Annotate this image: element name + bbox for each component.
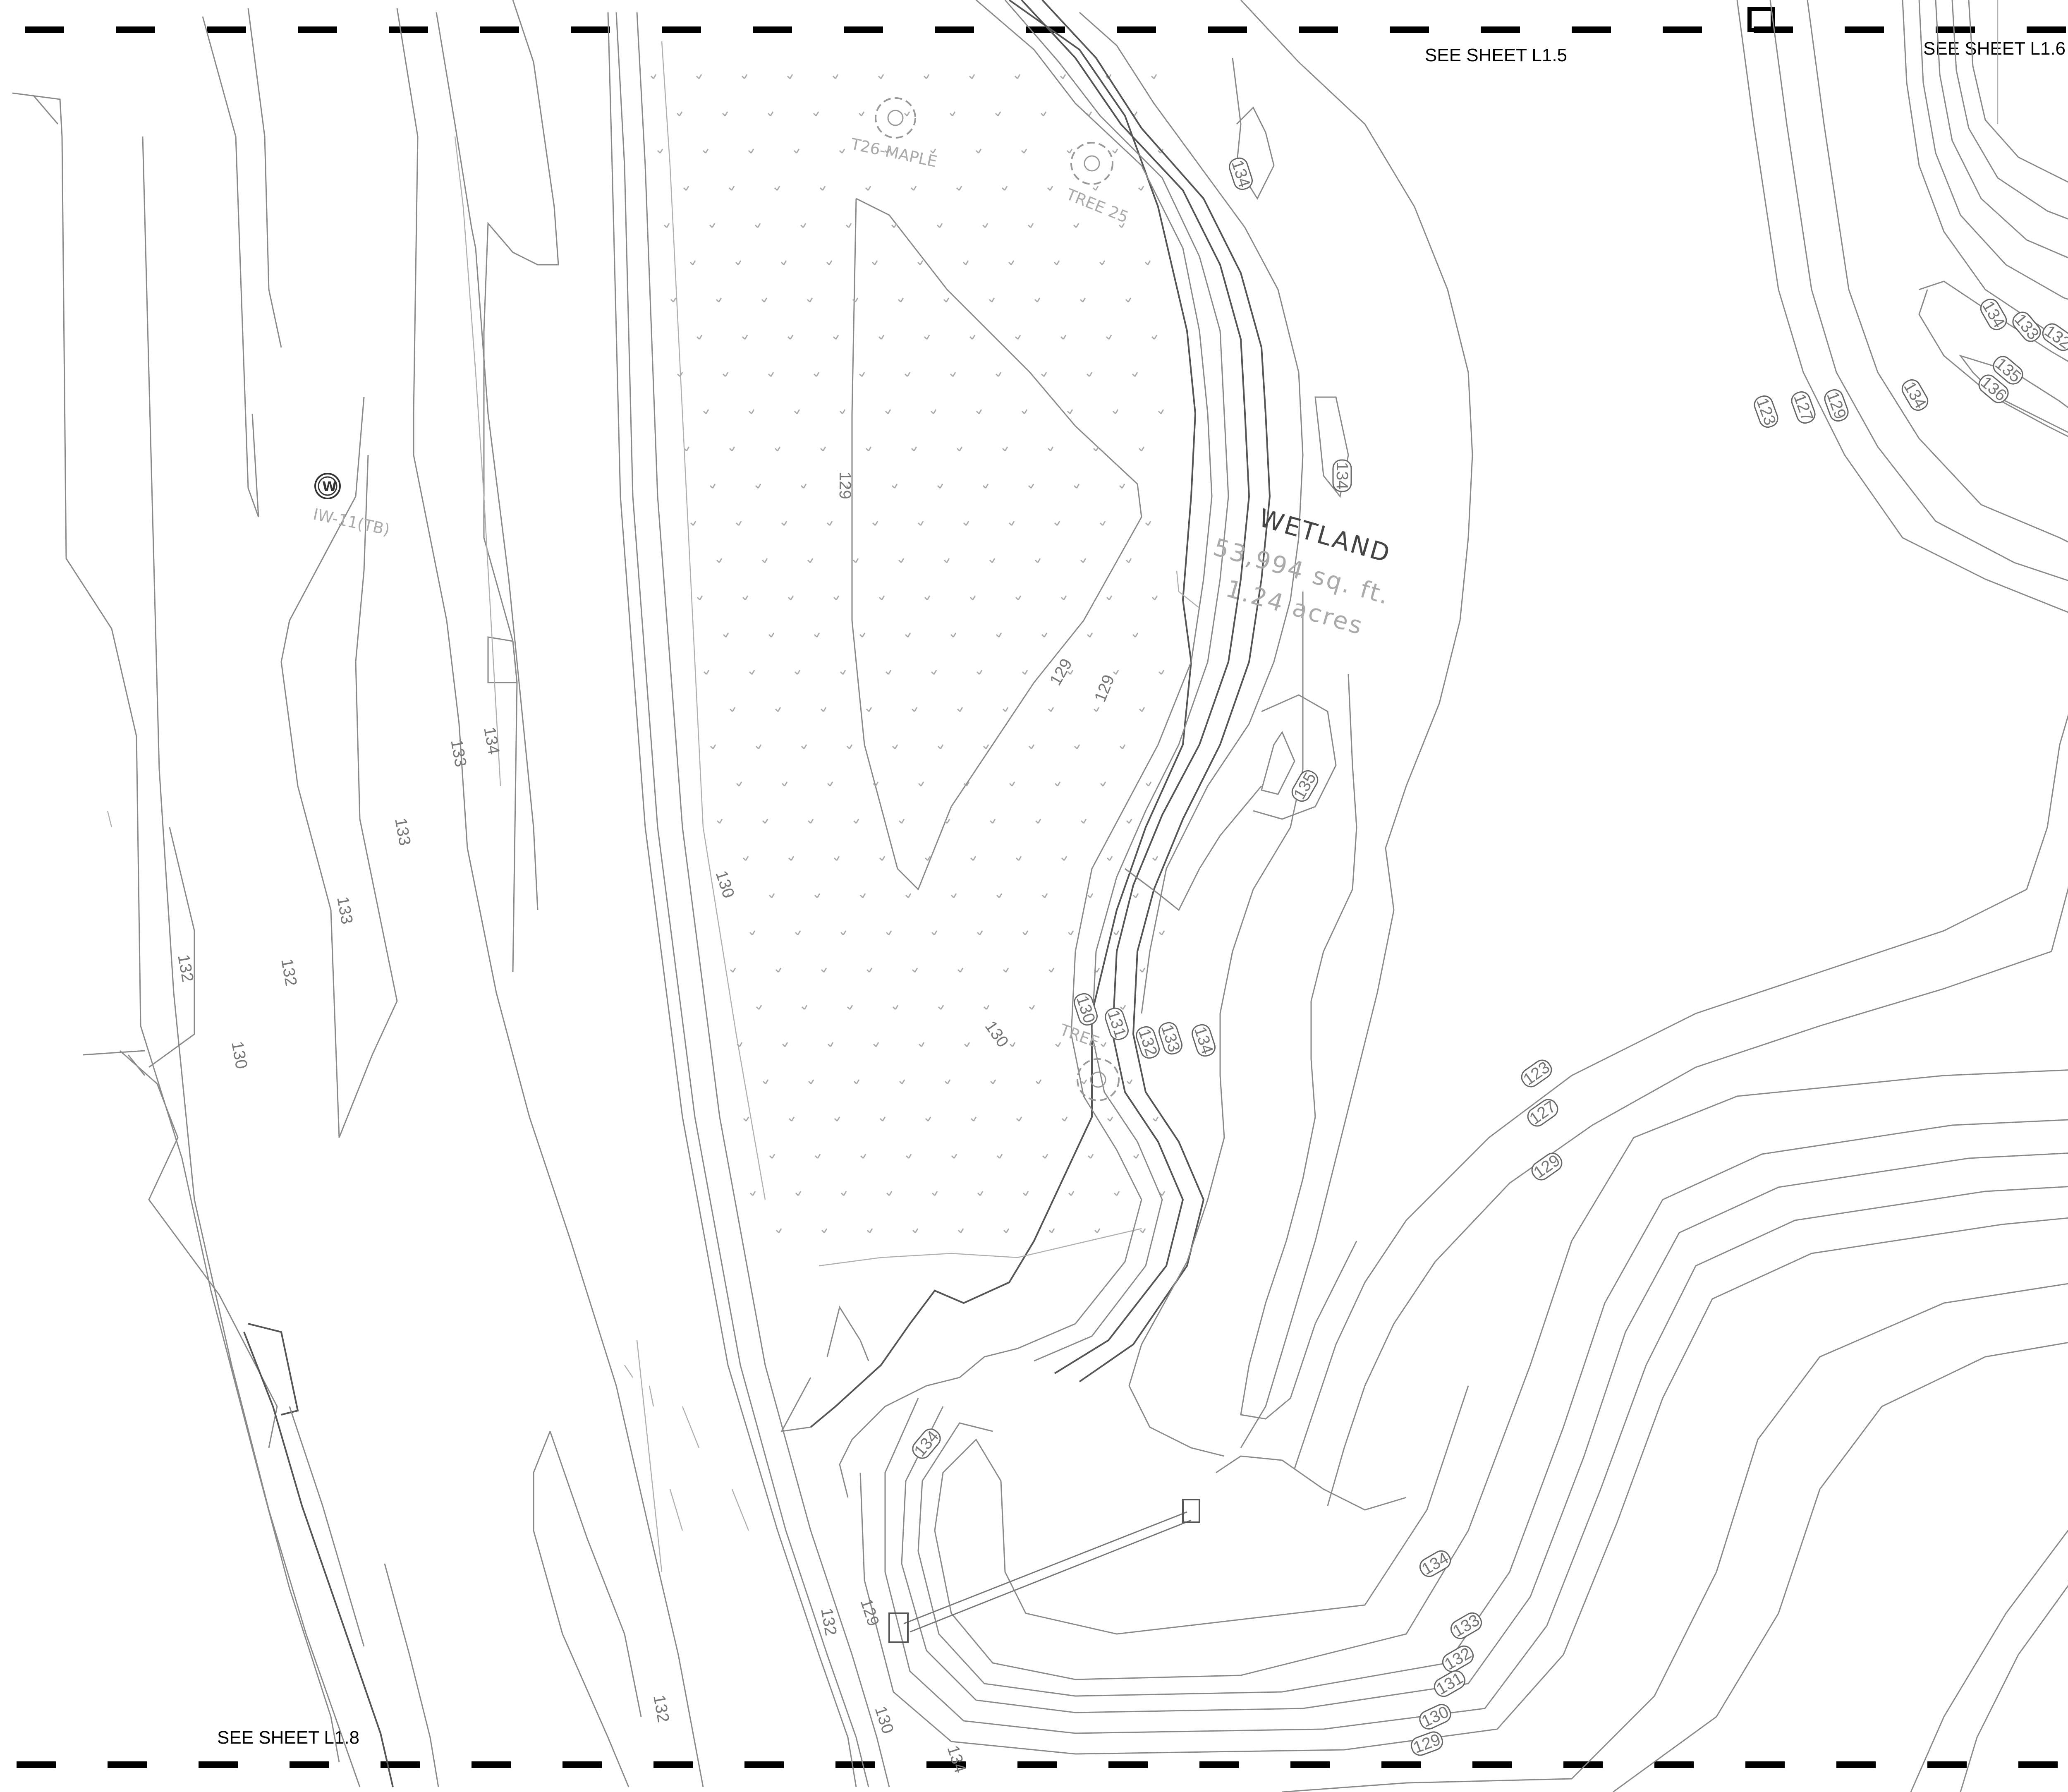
well-label: IW-11(TB): [311, 505, 391, 539]
contour-label-133-plain-c: 132: [278, 957, 300, 987]
contour-label-box: 130: [1073, 993, 1099, 1026]
contour-label-box: 123: [1753, 395, 1779, 428]
sheet-ref-l15[interactable]: SEE SHEET L1.5: [1425, 45, 1567, 65]
contour-label-130-plain-b: 130: [712, 868, 737, 900]
tree-t26-label: T26-MAPLE: [849, 135, 939, 171]
contour-label-box: 132: [1441, 1644, 1474, 1673]
contour-label-132-plain-a: 132: [174, 953, 197, 983]
contour-label-129-plain: 129: [836, 472, 854, 499]
contour-label-134-plain-b: 133: [447, 738, 470, 768]
contour-label-box: 127: [1790, 391, 1817, 424]
wetland-stipple: [650, 74, 1166, 1234]
contour-label-text: 133: [1158, 1022, 1183, 1054]
contour-label-text: 123: [1753, 395, 1779, 428]
contour-label-box: 134: [1332, 459, 1352, 492]
contour-label-box: 134: [1419, 1549, 1452, 1578]
contour-label-132-plain-c: 132: [817, 1607, 840, 1637]
contour-label-box: 134: [1228, 157, 1254, 190]
contour-label-box: 134: [1191, 1024, 1216, 1057]
contour-label-box: 129: [1530, 1151, 1563, 1182]
sheet-ref-l18[interactable]: SEE SHEET L1.8: [217, 1727, 359, 1748]
corridor-lines: [454, 12, 890, 1787]
contour-label-box: 134: [1979, 298, 2008, 331]
contour-label-134-plain-a: 134: [480, 726, 503, 756]
contour-label-box: 134: [1900, 379, 1929, 412]
contour-label-box: 133: [2011, 310, 2043, 343]
contour-label-box: 132: [2041, 322, 2068, 352]
contour-label-box: 135: [1290, 769, 1319, 803]
contour-label-text: 134: [1333, 462, 1351, 490]
sheet-ref-l16[interactable]: SEE SHEET L1.6: [1923, 38, 2066, 59]
contour-label-text: 134: [1191, 1024, 1216, 1056]
contour-label-box: 123: [1520, 1058, 1553, 1089]
contours-left: [12, 0, 749, 1787]
contour-label-box: 131: [1104, 1007, 1130, 1040]
tree-25-icon: [1070, 142, 1113, 185]
wetland-area: [650, 0, 1197, 1432]
well-symbol: W: [322, 479, 337, 494]
tree-lower-icon: [1077, 1058, 1120, 1101]
contour-label-box: 129: [1410, 1730, 1443, 1757]
contour-label-130-plain-c: 130: [981, 1018, 1012, 1051]
contour-label-box: 131: [1433, 1669, 1466, 1698]
contour-label-130-plain-a: 129: [1091, 672, 1118, 704]
contour-label-130-plain-e: 134: [943, 1743, 969, 1775]
contour-label-text: 129: [1411, 1730, 1443, 1757]
contour-label-box: 130: [1419, 1703, 1451, 1731]
contour-labels: 1341341351341331321311231271291341351361…: [911, 157, 2068, 1757]
contour-label-text: 131: [1104, 1008, 1130, 1040]
contour-label-text: 127: [1790, 391, 1817, 424]
monitoring-well-icon[interactable]: W: [314, 473, 341, 499]
contour-label-129-plain-c: 129: [857, 1596, 882, 1628]
contour-label-133-plain-a: 133: [391, 817, 414, 847]
contour-label-text: 129: [1823, 389, 1850, 422]
contour-label-box: 133: [1158, 1022, 1183, 1055]
tree-t26-icon: [875, 97, 916, 139]
contour-label-133-plain-b: 133: [333, 895, 356, 925]
contour-labels-plain: 129 129 129 130 130 134 133 133 133 132 …: [174, 472, 1118, 1775]
tree-25-label: TREE 25: [1063, 185, 1131, 226]
contour-label-text: 132: [1135, 1026, 1161, 1058]
contours-right: [859, 0, 2068, 1792]
tree-lower-label: TREE: [1057, 1021, 1102, 1052]
contour-label-132-plain-b: 130: [228, 1040, 251, 1070]
contour-label-132-plain-d: 132: [650, 1694, 673, 1724]
contour-label-box: 127: [1526, 1097, 1559, 1128]
contour-label-129-plain-b: 129: [1046, 656, 1076, 689]
contour-label-text: 134: [1228, 158, 1254, 189]
contours-center: [839, 0, 1473, 1498]
contour-label-box: 133: [1450, 1611, 1483, 1640]
culvert-pipe[interactable]: [888, 1499, 1200, 1643]
